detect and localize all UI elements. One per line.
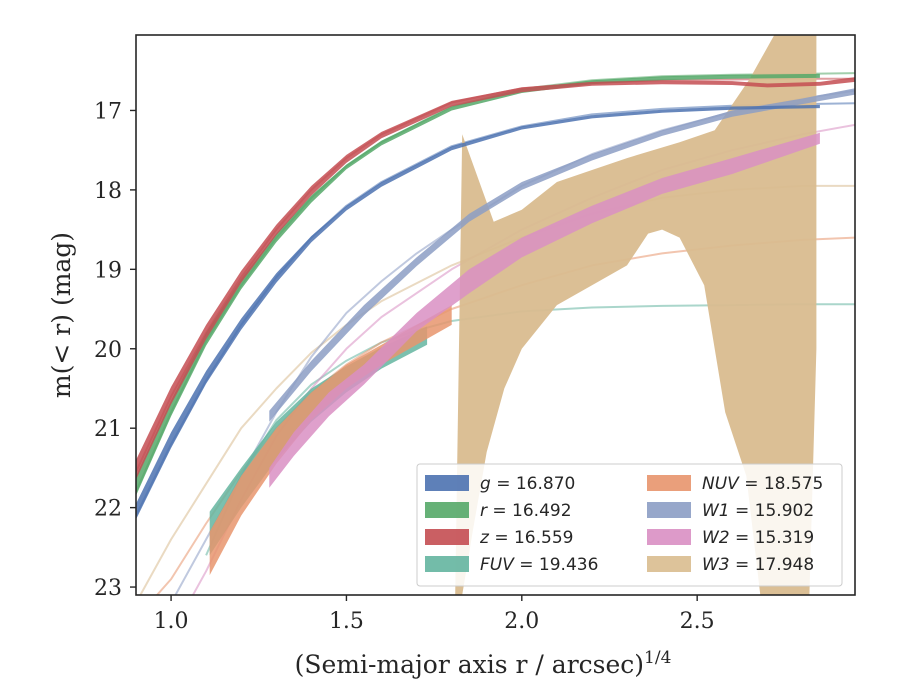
y-tick-label: 21 bbox=[94, 417, 122, 442]
x-tick-label: 2.5 bbox=[680, 609, 715, 634]
legend-label-r: r = 16.492 bbox=[480, 501, 572, 521]
legend-swatch-z bbox=[425, 529, 469, 545]
y-tick-label: 20 bbox=[94, 338, 122, 363]
legend-swatch-w3 bbox=[647, 556, 691, 572]
legend-swatch-g bbox=[425, 475, 469, 491]
legend-swatch-w1 bbox=[647, 502, 691, 518]
nuv-profile-band bbox=[209, 305, 452, 576]
axis-ticks: 1.0 1.5 2.0 2.5 17 18 19 20 21 22 23 bbox=[94, 99, 715, 634]
legend-box bbox=[416, 463, 843, 587]
y-tick-label: 18 bbox=[94, 179, 122, 204]
legend-label-fuv: FUV = 19.436 bbox=[480, 555, 598, 575]
legend-label-z: z = 16.559 bbox=[479, 528, 573, 548]
y-axis-label: m(< r) (mag) bbox=[47, 232, 76, 398]
y-tick-label: 19 bbox=[94, 258, 122, 283]
legend-label-g: g = 16.870 bbox=[480, 474, 575, 494]
legend-swatch-w2 bbox=[647, 529, 691, 545]
x-tick-label: 2.0 bbox=[504, 609, 539, 634]
legend-swatch-nuv bbox=[647, 475, 691, 491]
plot-frame bbox=[135, 34, 856, 596]
legend-swatch-r bbox=[425, 502, 469, 518]
x-tick-label: 1.0 bbox=[154, 609, 189, 634]
legend: g = 16.870 r = 16.492 z = 16.559 FUV = 19.4… bbox=[416, 463, 843, 587]
legend-label-w2: W2 = 15.319 bbox=[702, 528, 814, 548]
y-tick-label: 22 bbox=[94, 497, 122, 522]
legend-label-nuv: NUV = 18.575 bbox=[702, 474, 823, 494]
plot-area bbox=[136, 35, 855, 595]
legend-swatch-fuv bbox=[425, 556, 469, 572]
y-tick-label: 23 bbox=[94, 576, 122, 601]
x-tick-label: 1.5 bbox=[329, 609, 364, 634]
x-axis-label: (Semi-major axis r / arcsec)1/4 bbox=[295, 648, 672, 679]
y-tick-label: 17 bbox=[94, 99, 122, 124]
legend-label-w3: W3 = 17.948 bbox=[702, 555, 814, 575]
legend-label-w1: W1 = 15.902 bbox=[702, 501, 814, 521]
